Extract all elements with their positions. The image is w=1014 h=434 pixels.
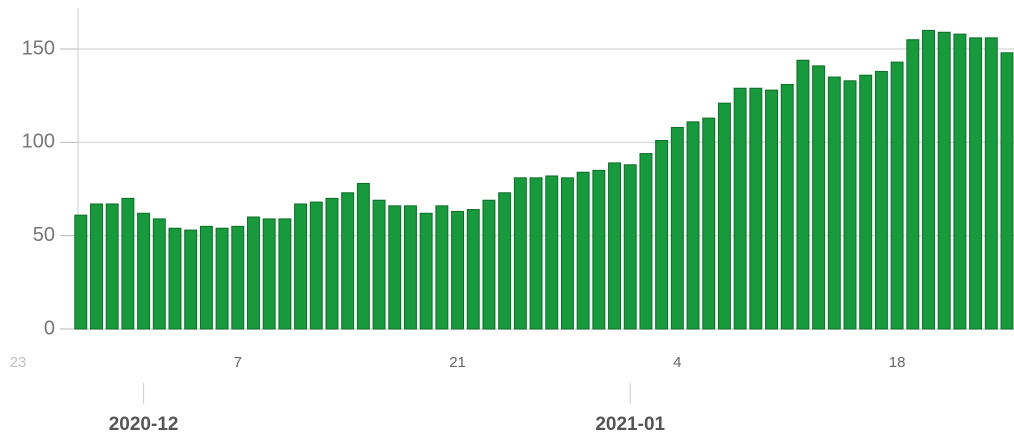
- month-label: 2021-01: [595, 414, 665, 434]
- bar: [152, 218, 166, 330]
- bar: [121, 197, 135, 330]
- bar: [670, 126, 684, 330]
- bar: [765, 89, 778, 330]
- bar: [231, 225, 245, 330]
- bar: [984, 37, 998, 330]
- bar: [623, 164, 637, 330]
- bar: [403, 205, 417, 330]
- bar: [937, 31, 951, 330]
- bar: [466, 209, 480, 330]
- bar: [749, 87, 763, 330]
- bar: [608, 162, 622, 330]
- bar: [356, 182, 370, 330]
- bar: [859, 74, 873, 330]
- bar: [247, 216, 260, 330]
- bar: [435, 205, 449, 330]
- bar: [294, 203, 308, 330]
- bar: [90, 203, 103, 330]
- bar: [184, 229, 198, 330]
- x-tick-label: 4: [673, 354, 681, 371]
- bar: [639, 153, 653, 330]
- bar: [545, 175, 559, 330]
- bar: [890, 61, 904, 330]
- bar: [560, 177, 574, 330]
- bar: [702, 117, 716, 330]
- y-tick-label: 50: [33, 224, 55, 246]
- y-tick-label: 100: [22, 131, 55, 153]
- bar: [969, 37, 983, 330]
- bar: [325, 197, 339, 330]
- bar: [388, 205, 402, 330]
- bar: [592, 169, 606, 330]
- bar: [953, 33, 967, 330]
- bar: [922, 29, 935, 330]
- bar: [529, 177, 543, 330]
- bar: [419, 212, 433, 330]
- bar: [796, 59, 810, 330]
- bar: [215, 227, 229, 330]
- bar: [655, 140, 669, 330]
- bar: [451, 210, 465, 330]
- bar: [843, 80, 857, 330]
- bar: [168, 227, 182, 330]
- x-tick-label: 21: [449, 354, 466, 371]
- bar: [199, 225, 213, 330]
- bar: [906, 39, 920, 330]
- bar: [827, 76, 841, 330]
- bar: [576, 171, 590, 330]
- bar: [372, 199, 386, 330]
- x-tick-label: 23: [10, 354, 27, 371]
- x-tick-label: 7: [234, 354, 242, 371]
- month-label: 2020-12: [109, 414, 179, 434]
- bar: [341, 192, 355, 330]
- bar: [733, 87, 747, 330]
- bar: [513, 177, 527, 330]
- bar: [482, 199, 496, 330]
- bar: [309, 201, 323, 330]
- bar: [278, 218, 292, 330]
- y-tick-label: 0: [44, 317, 55, 339]
- bar: [1000, 52, 1014, 330]
- bar: [686, 121, 700, 330]
- bar: [812, 65, 826, 330]
- bar: [874, 70, 888, 330]
- y-tick-label: 150: [22, 37, 55, 59]
- bar: [105, 203, 119, 330]
- bar: [137, 212, 151, 330]
- bar: [780, 84, 794, 330]
- x-tick-label: 18: [889, 354, 906, 371]
- bar: [717, 102, 731, 330]
- bar: [262, 218, 276, 330]
- bar: [74, 214, 88, 330]
- bar: [498, 192, 512, 330]
